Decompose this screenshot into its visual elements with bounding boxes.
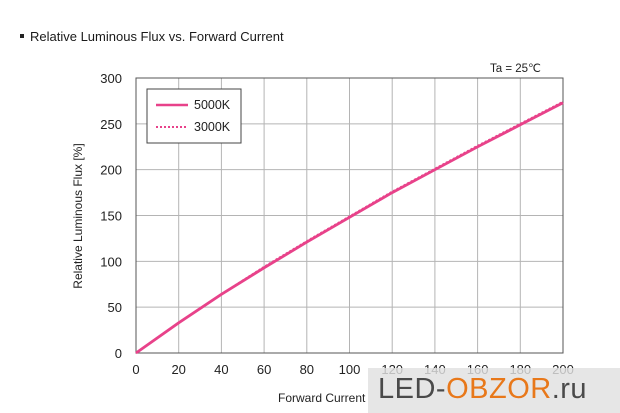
x-tick-label: 0 — [132, 362, 139, 377]
y-tick-label: 200 — [100, 163, 122, 178]
legend-label-5000k: 5000K — [194, 98, 231, 112]
y-tick-label: 150 — [100, 209, 122, 224]
y-tick-label: 300 — [100, 71, 122, 86]
y-axis-label: Relative Luminous Flux [%] — [71, 143, 85, 288]
watermark-text: LED-OBZOR.ru — [378, 373, 587, 406]
y-tick-label: 250 — [100, 117, 122, 132]
x-axis-label: Forward Current — [278, 391, 366, 405]
x-tick-label: 40 — [214, 362, 228, 377]
y-tick-label: 0 — [115, 346, 122, 361]
watermark-suffix: .ru — [551, 373, 588, 405]
watermark-prefix: LED- — [378, 373, 447, 405]
x-tick-label: 100 — [339, 362, 361, 377]
series-line-3000k — [135, 100, 564, 354]
legend-label-3000k: 3000K — [194, 120, 231, 134]
plot-frame — [135, 77, 564, 354]
temperature-annotation: Ta = 25℃ — [490, 63, 541, 75]
watermark-accent: OBZOR — [446, 373, 552, 405]
y-tick-label: 100 — [100, 254, 122, 269]
x-tick-label: 20 — [171, 362, 185, 377]
chart-title-text: Relative Luminous Flux vs. Forward Curre… — [30, 29, 284, 44]
chart-title: Relative Luminous Flux vs. Forward Curre… — [20, 29, 284, 44]
watermark: LED-OBZOR.ru — [368, 368, 620, 413]
legend-box — [146, 88, 242, 144]
x-tick-label: 60 — [257, 362, 271, 377]
bullet-icon — [20, 33, 24, 38]
series-lines — [135, 100, 564, 355]
x-tick-label: 80 — [300, 362, 314, 377]
y-tick-label: 50 — [108, 300, 122, 315]
legend: 5000K 3000K — [146, 88, 242, 144]
